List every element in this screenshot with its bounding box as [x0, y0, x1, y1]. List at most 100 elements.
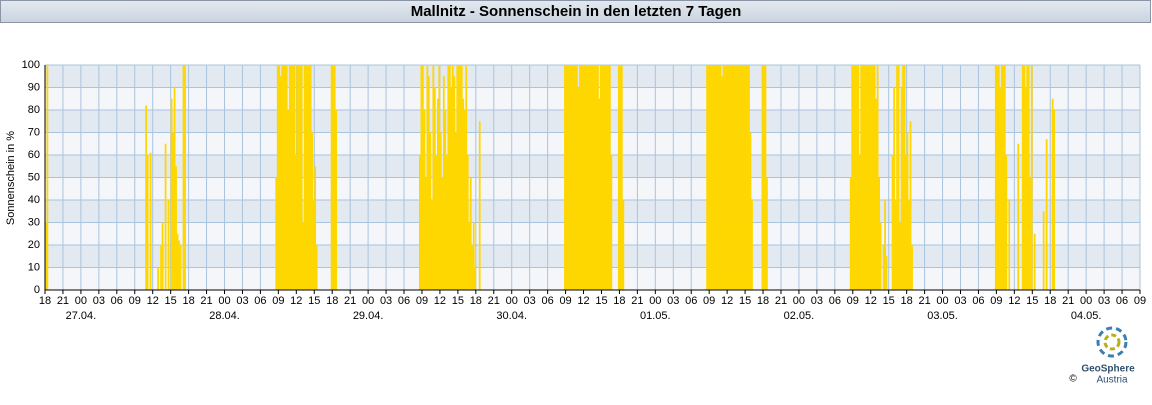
bar — [709, 65, 711, 290]
bar — [622, 200, 625, 290]
bar — [598, 98, 601, 290]
date-label: 29.04. — [353, 310, 384, 322]
bar — [725, 65, 728, 290]
bar — [610, 155, 613, 290]
bar — [282, 65, 285, 290]
x-tick-label: 18 — [613, 295, 625, 307]
date-label: 28.04. — [209, 310, 240, 322]
bar — [619, 65, 622, 290]
bar — [179, 245, 182, 290]
bar — [894, 200, 897, 290]
bar — [450, 87, 453, 290]
bar — [713, 65, 716, 290]
bar — [607, 65, 610, 290]
bar — [620, 65, 623, 290]
bar — [903, 65, 906, 290]
x-tick-label: 21 — [1062, 295, 1074, 307]
bar — [900, 87, 903, 290]
bar — [284, 65, 287, 290]
bar — [281, 65, 284, 290]
x-tick-label: 12 — [434, 295, 446, 307]
bar — [1030, 65, 1033, 290]
logo-mark — [1103, 333, 1121, 351]
bar — [315, 245, 318, 290]
bar — [739, 65, 741, 290]
bar — [279, 76, 282, 290]
bar — [445, 155, 448, 290]
bar — [994, 65, 997, 290]
x-tick-label: 06 — [685, 295, 697, 307]
bar — [851, 65, 854, 290]
x-tick-label: 06 — [398, 295, 410, 307]
bar — [715, 65, 717, 290]
bar — [593, 65, 596, 290]
bar — [870, 65, 873, 290]
bar — [285, 65, 288, 290]
bar — [1053, 110, 1056, 290]
bar — [706, 65, 708, 290]
bar — [905, 155, 907, 290]
bar — [429, 132, 432, 290]
bar — [719, 65, 722, 290]
bar — [175, 166, 177, 290]
bar — [478, 121, 481, 290]
bar — [306, 65, 309, 290]
date-label: 01.05. — [640, 310, 671, 322]
bar — [176, 233, 179, 290]
x-tick-label: 03 — [954, 295, 966, 307]
bar — [1042, 211, 1045, 290]
bar — [902, 65, 904, 290]
bar — [743, 65, 746, 290]
bar — [1027, 65, 1030, 290]
bar — [718, 65, 720, 290]
bar — [712, 65, 714, 290]
bar — [577, 87, 580, 290]
bar — [45, 222, 47, 290]
x-tick-label: 09 — [990, 295, 1002, 307]
bar — [583, 65, 586, 290]
bar — [579, 65, 581, 290]
bar — [463, 110, 466, 290]
bar — [427, 76, 430, 290]
bar — [184, 65, 186, 290]
bar — [567, 65, 569, 290]
bar — [855, 65, 858, 290]
x-tick-label: 06 — [972, 295, 984, 307]
bar — [876, 65, 879, 290]
y-tick-label: 0 — [34, 284, 40, 296]
bar — [764, 65, 767, 290]
bar — [335, 110, 338, 290]
chart-title: Mallnitz - Sonnenschein in den letzten 7… — [411, 3, 742, 20]
bar — [588, 65, 590, 290]
x-tick-label: 12 — [290, 295, 302, 307]
y-tick-label: 30 — [28, 216, 40, 228]
date-label: 03.05. — [927, 310, 958, 322]
y-tick-label: 70 — [28, 126, 40, 138]
x-tick-label: 12 — [577, 295, 589, 307]
bar — [438, 65, 441, 290]
bar — [178, 240, 180, 290]
bar — [872, 65, 875, 290]
bar — [896, 65, 898, 290]
logo-mark — [1096, 326, 1128, 358]
bar — [451, 65, 454, 290]
y-tick-label: 80 — [28, 104, 40, 116]
bar — [296, 65, 299, 290]
x-tick-label: 15 — [308, 295, 320, 307]
bar — [891, 155, 894, 290]
bar — [300, 65, 303, 290]
bar — [911, 245, 913, 290]
bar — [1000, 65, 1003, 290]
bar — [448, 65, 451, 290]
bar — [595, 65, 598, 290]
bar — [733, 65, 735, 290]
bar — [314, 166, 317, 290]
bar — [716, 65, 719, 290]
bar — [568, 65, 571, 290]
title-bar — [0, 0, 1151, 23]
bar — [303, 65, 306, 290]
bar — [604, 65, 607, 290]
bar — [332, 65, 335, 290]
y-tick-label: 60 — [28, 149, 40, 161]
bar — [421, 65, 424, 290]
